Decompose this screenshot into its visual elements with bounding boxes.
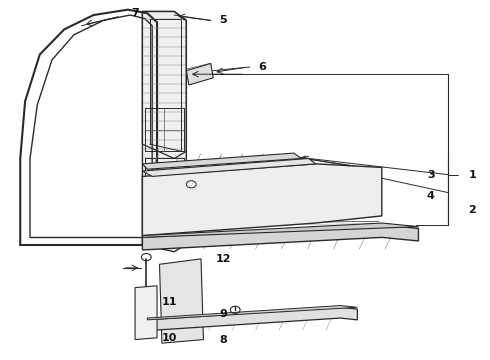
Polygon shape: [143, 158, 316, 176]
Polygon shape: [159, 259, 203, 343]
Text: 9: 9: [219, 310, 227, 319]
Polygon shape: [135, 286, 157, 339]
Polygon shape: [143, 153, 301, 169]
Text: 12: 12: [215, 254, 231, 264]
Text: 11: 11: [162, 297, 177, 307]
Polygon shape: [143, 164, 382, 235]
Text: 2: 2: [468, 206, 476, 216]
Text: 7: 7: [131, 8, 139, 18]
Polygon shape: [186, 63, 213, 85]
Text: 5: 5: [219, 15, 227, 26]
Text: 4: 4: [427, 191, 435, 201]
Text: 3: 3: [427, 170, 435, 180]
Text: 10: 10: [162, 333, 177, 343]
Polygon shape: [143, 223, 418, 237]
Polygon shape: [143, 12, 186, 252]
Text: 6: 6: [258, 62, 266, 72]
Polygon shape: [147, 307, 357, 330]
Polygon shape: [147, 306, 357, 320]
Text: 1: 1: [468, 170, 476, 180]
Polygon shape: [143, 225, 418, 250]
Text: 8: 8: [219, 334, 227, 345]
